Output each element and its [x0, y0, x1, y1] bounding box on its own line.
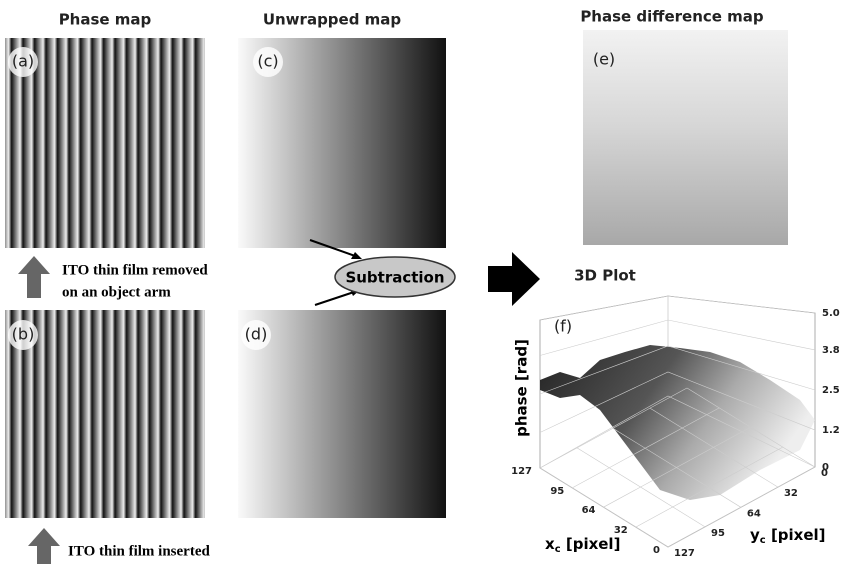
- note: ITO thin film removed: [62, 262, 208, 278]
- surface: [540, 345, 815, 500]
- z-tick-label: 1.2: [822, 425, 840, 436]
- x-axis-label-unit: [pixel]: [561, 535, 621, 553]
- z-tick-label: 3.8: [822, 345, 840, 356]
- x-axis-label-main: x: [545, 535, 555, 553]
- up-arrow: [18, 256, 50, 298]
- panel-label: (a): [12, 52, 34, 71]
- figure: Phase map Unwrapped map Phase difference…: [0, 0, 845, 564]
- y-tick-label: 32: [784, 488, 798, 499]
- z-axis-label: phase [rad]: [513, 339, 531, 437]
- plot-title: 3D Plot: [574, 267, 636, 285]
- y-axis-label: yc [pixel]: [750, 526, 826, 547]
- x-tick-label: 0: [653, 545, 660, 556]
- x-tick-label: 127: [511, 466, 532, 477]
- y-axis-label-unit: [pixel]: [766, 526, 826, 544]
- z-tick-label: 2.5: [822, 385, 840, 396]
- note: ITO thin film inserted: [68, 543, 210, 559]
- panel-label: (d): [245, 325, 268, 344]
- panel-label: (b): [12, 325, 35, 344]
- column-title: Phase map: [59, 11, 152, 29]
- x-tick-label: 32: [614, 525, 628, 536]
- panel-label: (c): [257, 52, 278, 71]
- big-arrow: [488, 252, 540, 306]
- operation: Subtraction: [345, 269, 444, 287]
- y-tick-label: 95: [711, 528, 725, 539]
- z-tick-label: 5.0: [822, 308, 840, 319]
- connector: [315, 291, 357, 305]
- y-tick-label: 127: [674, 548, 695, 559]
- x-axis-label: xc [pixel]: [545, 535, 620, 556]
- column-title: Unwrapped map: [263, 11, 402, 29]
- panel-label: (e): [593, 50, 615, 69]
- x-tick-label: 95: [550, 486, 564, 497]
- column-title: Phase difference map: [580, 8, 764, 26]
- panel-label: (f): [554, 317, 572, 336]
- note: on an object arm: [62, 284, 171, 300]
- y-tick-label: 64: [747, 508, 761, 519]
- grid-line: [540, 296, 815, 320]
- y-axis-label-main: y: [750, 526, 760, 544]
- up-arrow: [28, 528, 60, 564]
- x-tick-label: 64: [582, 505, 596, 516]
- y-tick-label: 0: [821, 468, 828, 479]
